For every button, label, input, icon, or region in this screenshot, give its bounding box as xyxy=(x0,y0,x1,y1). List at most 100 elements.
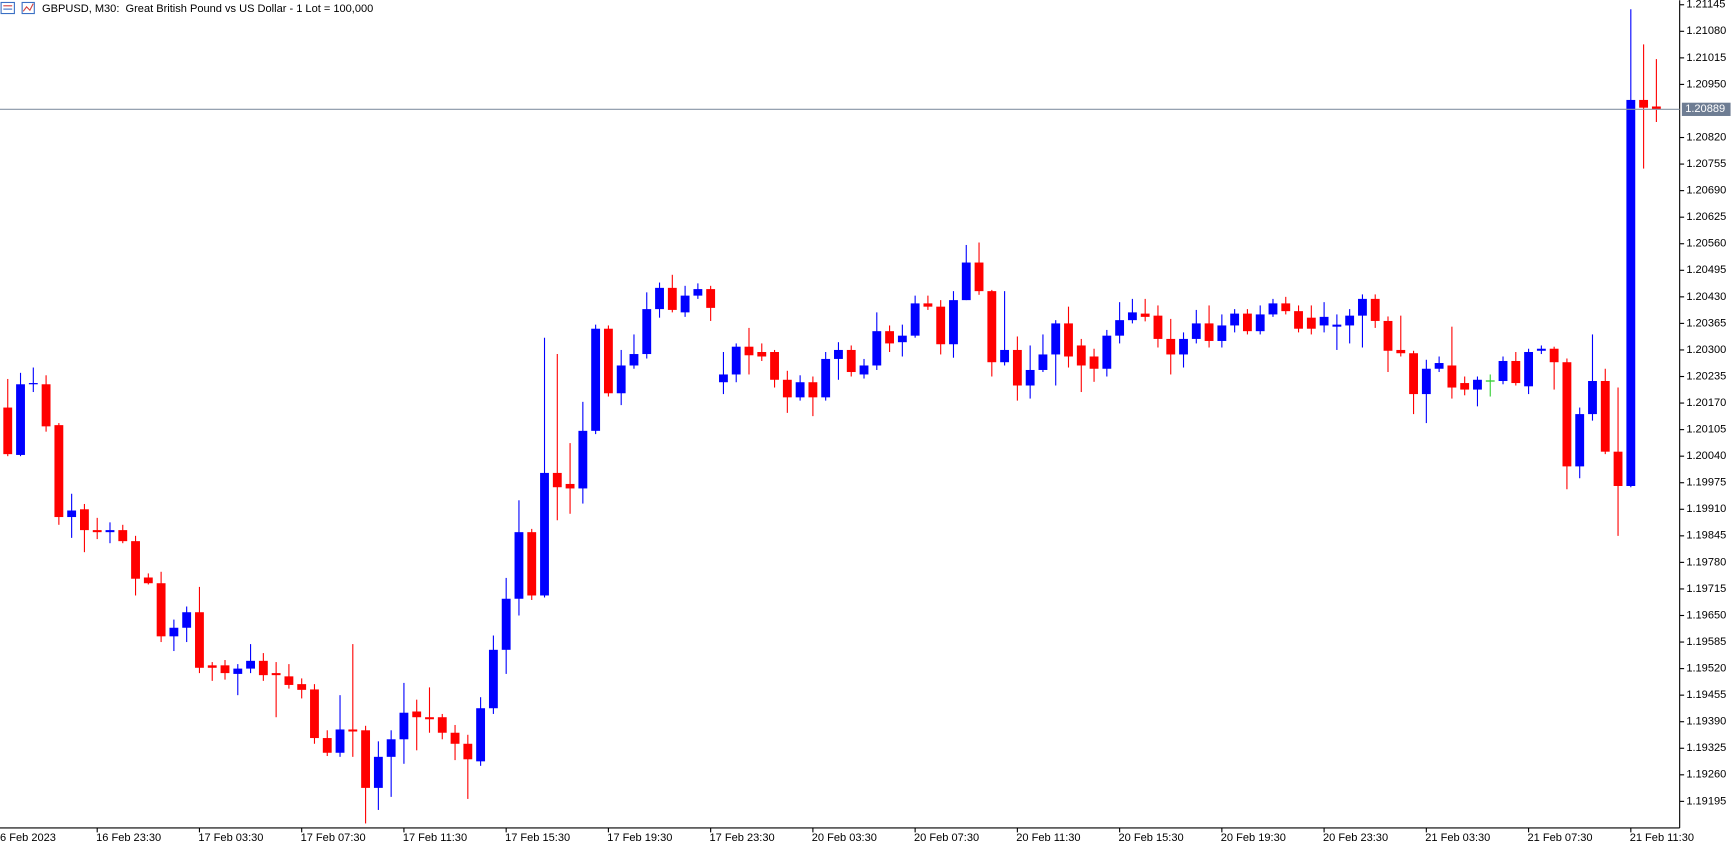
candle-body xyxy=(131,541,140,579)
y-tick-label: 1.21080 xyxy=(1686,25,1726,37)
current-price-label: 1.20889 xyxy=(1685,103,1725,115)
candle-body xyxy=(1626,99,1636,486)
candle-body xyxy=(552,472,562,488)
candle-body xyxy=(1179,338,1188,355)
candle-body xyxy=(258,660,268,676)
candle-body xyxy=(1447,365,1457,388)
candle-body xyxy=(1025,369,1035,386)
candle-body xyxy=(693,289,703,296)
candle-body xyxy=(808,382,818,398)
candle-body xyxy=(156,583,166,637)
candle-body xyxy=(220,665,230,674)
candle-body xyxy=(731,346,741,375)
candle-body xyxy=(1268,303,1278,315)
x-tick-label: 20 Feb 11:30 xyxy=(1016,832,1080,844)
y-tick-label: 1.20495 xyxy=(1686,264,1726,276)
icon-window xyxy=(0,1,15,15)
y-tick-label: 1.19585 xyxy=(1686,636,1726,648)
candle-body xyxy=(1396,349,1406,354)
candle-body xyxy=(233,668,243,674)
candle-body xyxy=(872,331,882,366)
candle-body xyxy=(143,577,153,584)
candle-body xyxy=(821,358,831,398)
x-tick-label: 20 Feb 03:30 xyxy=(812,832,877,844)
candle-body xyxy=(386,739,396,757)
candle-body xyxy=(527,532,537,596)
candle-body xyxy=(92,530,102,533)
y-tick-label: 1.19650 xyxy=(1686,609,1726,621)
y-tick-label: 1.19715 xyxy=(1686,583,1726,595)
candle-body xyxy=(1281,303,1291,312)
y-tick-label: 1.20040 xyxy=(1686,450,1726,462)
candle-body xyxy=(1345,315,1355,326)
candle-body xyxy=(310,689,319,739)
x-tick-label: 16 Feb 2023 xyxy=(0,832,56,844)
candle-body xyxy=(770,351,779,380)
candle-body xyxy=(476,708,486,762)
x-tick-label: 20 Feb 19:30 xyxy=(1221,832,1286,844)
candle-body xyxy=(1511,360,1521,384)
current-price-box xyxy=(1681,102,1731,116)
x-tick-label: 21 Feb 07:30 xyxy=(1527,832,1592,844)
x-tick-label: 17 Feb 07:30 xyxy=(301,832,366,844)
y-tick-label: 1.20755 xyxy=(1686,158,1726,170)
y-tick-label: 1.20170 xyxy=(1686,397,1726,409)
candle-body xyxy=(1294,311,1303,329)
candle-body xyxy=(16,384,25,455)
candle-body xyxy=(603,328,613,394)
candle-body xyxy=(373,756,383,788)
candle-body xyxy=(41,384,51,427)
candle-body xyxy=(284,676,294,685)
candle-body xyxy=(1191,323,1201,339)
candle-body xyxy=(1332,324,1342,327)
x-tick-label: 20 Feb 23:30 xyxy=(1323,832,1388,844)
y-tick-label: 1.19845 xyxy=(1686,530,1726,542)
candle-body xyxy=(1127,312,1137,321)
candle-body xyxy=(1562,362,1572,467)
candle-body xyxy=(885,331,895,344)
candle-body xyxy=(322,738,332,753)
candle-body xyxy=(1434,363,1444,369)
y-tick-label: 1.19195 xyxy=(1686,795,1726,807)
x-tick-label: 16 Feb 23:30 xyxy=(96,832,161,844)
y-tick-label: 1.20950 xyxy=(1686,78,1726,90)
candle-body xyxy=(1115,320,1125,336)
candle-body xyxy=(1460,383,1470,390)
candle-body xyxy=(54,425,64,518)
candle-body xyxy=(1613,451,1623,486)
x-tick-label: 21 Feb 03:30 xyxy=(1425,832,1490,844)
candle-body xyxy=(795,382,805,398)
candle-body xyxy=(1217,325,1227,341)
candle-body xyxy=(680,295,690,313)
candle-body xyxy=(450,732,460,744)
candle-body xyxy=(182,612,192,628)
candle-body xyxy=(1153,315,1163,339)
x-tick-label: 17 Feb 19:30 xyxy=(607,832,672,844)
candle-body xyxy=(169,627,179,637)
candle-body xyxy=(719,374,728,383)
candle-body xyxy=(540,472,549,596)
y-tick-label: 1.20690 xyxy=(1686,185,1726,197)
candle-body xyxy=(578,430,588,489)
candle-body xyxy=(3,407,13,455)
candle-body xyxy=(1473,379,1482,390)
candle-body xyxy=(348,729,358,732)
candle-body xyxy=(744,346,754,356)
icon-line xyxy=(22,3,34,12)
candle-body xyxy=(501,598,511,650)
candle-body xyxy=(105,530,115,533)
y-tick-label: 1.19910 xyxy=(1686,503,1726,515)
candle-body xyxy=(399,712,409,740)
candle-body xyxy=(616,365,626,394)
y-tick-label: 1.19325 xyxy=(1686,742,1726,754)
candle-body xyxy=(1358,298,1367,316)
candle-body xyxy=(1012,349,1022,386)
y-tick-label: 1.20300 xyxy=(1686,344,1726,356)
candle-body xyxy=(642,309,652,355)
y-tick-label: 1.20365 xyxy=(1686,317,1726,329)
y-tick-label: 1.20820 xyxy=(1686,131,1726,143)
candle-body xyxy=(987,291,997,363)
x-tick-label: 20 Feb 07:30 xyxy=(914,832,979,844)
candle-body xyxy=(80,509,89,531)
